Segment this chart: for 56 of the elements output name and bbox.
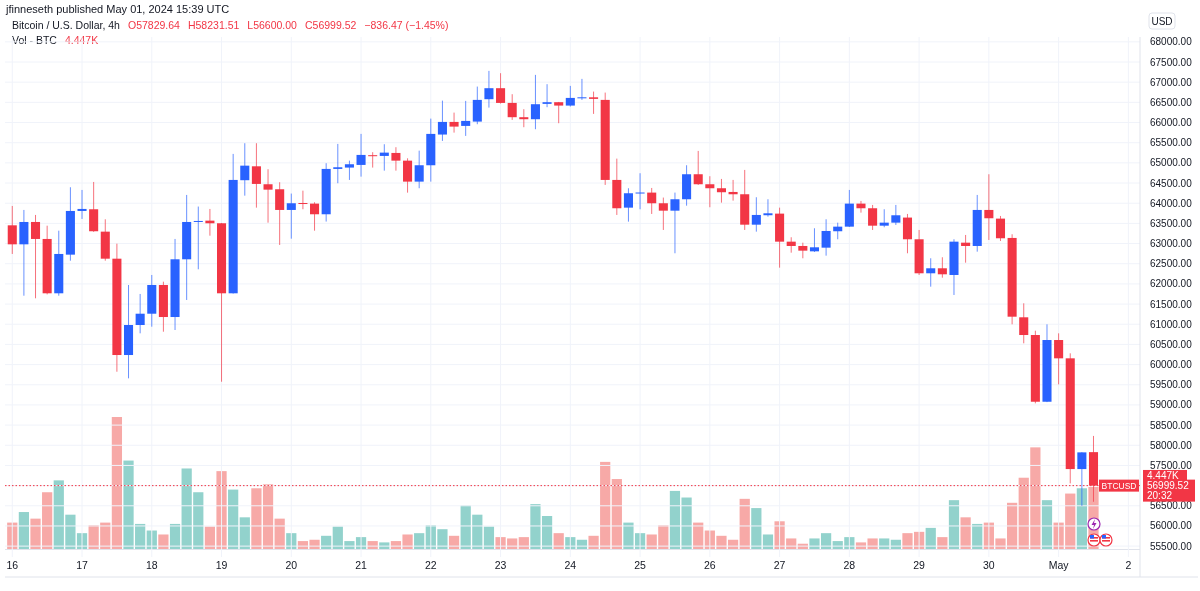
y-tick-label: 58000.00: [1150, 439, 1193, 451]
y-tick-label: 62500.00: [1150, 258, 1193, 270]
ref-line-label: BTCUSD: [1101, 481, 1137, 492]
y-tick-label: 65500.00: [1150, 137, 1193, 149]
y-tick-label: 55500.00: [1150, 540, 1193, 552]
text: 4.447K: [64, 34, 99, 46]
y-tick-label: 56500.00: [1150, 500, 1193, 512]
x-tick-label: 21: [355, 559, 368, 571]
x-tick-label: 24: [564, 559, 577, 571]
y-tick-label: 57500.00: [1150, 459, 1193, 471]
y-tick-label: 67000.00: [1150, 76, 1193, 88]
x-tick-label: 18: [145, 559, 158, 571]
y-tick-label: 56000.00: [1150, 520, 1193, 532]
y-tick-label: 59500.00: [1150, 379, 1193, 391]
text: 20:32: [1147, 490, 1173, 502]
x-tick-label: 30: [983, 559, 995, 571]
x-tick-label: 25: [634, 559, 647, 571]
y-tick-label: 59000.00: [1150, 399, 1193, 411]
y-tick-label: 63000.00: [1150, 238, 1193, 250]
x-tick-label: 2: [1125, 559, 1132, 571]
text: H58231.51: [187, 19, 240, 31]
text: −836.47 (−1.45%): [364, 19, 449, 31]
text: 4.447K: [1147, 470, 1180, 482]
y-tick-label: 60000.00: [1150, 359, 1193, 371]
y-tick-label: 64000.00: [1150, 197, 1193, 209]
y-tick-label: 58500.00: [1150, 419, 1193, 431]
chart-title: Bitcoin / U.S. Dollar, 4h: [12, 19, 121, 31]
text: C56999.52: [304, 19, 357, 31]
y-tick-label: 65000.00: [1150, 157, 1193, 169]
y-tick-label: 63500.00: [1150, 217, 1193, 229]
y-tick-label: 67500.00: [1150, 56, 1193, 68]
x-tick-label: May: [1048, 559, 1070, 571]
y-tick-label: 60500.00: [1150, 338, 1193, 350]
x-tick-label: 29: [913, 559, 926, 571]
y-tick-label: 61000.00: [1150, 318, 1193, 330]
y-tick-label: 64500.00: [1150, 177, 1193, 189]
x-tick-label: 20: [285, 559, 298, 571]
y-axis-title: USD: [1151, 16, 1173, 27]
x-tick-label: 17: [76, 559, 89, 571]
x-tick-label: 19: [215, 559, 228, 571]
x-tick-label: 22: [424, 559, 437, 571]
text: L56600.00: [247, 19, 298, 31]
x-tick-label: 16: [6, 559, 19, 571]
text: 56999.52: [1147, 480, 1190, 492]
text: O57829.64: [127, 19, 181, 31]
x-tick-label: 23: [494, 559, 507, 571]
y-tick-label: 61500.00: [1150, 298, 1193, 310]
x-tick-label: 26: [703, 559, 716, 571]
x-tick-label: 28: [843, 559, 856, 571]
x-tick-label: 27: [773, 559, 786, 571]
chart-subtitle: jfinneseth published May 01, 2024 15:39 UTC: [5, 3, 230, 15]
y-tick-label: 62000.00: [1150, 278, 1193, 290]
chart-title: Vol - BTC: [12, 34, 58, 46]
y-tick-label: 66000.00: [1150, 117, 1193, 129]
y-tick-label: 66500.00: [1150, 96, 1193, 108]
y-tick-label: 68000.00: [1150, 36, 1193, 48]
